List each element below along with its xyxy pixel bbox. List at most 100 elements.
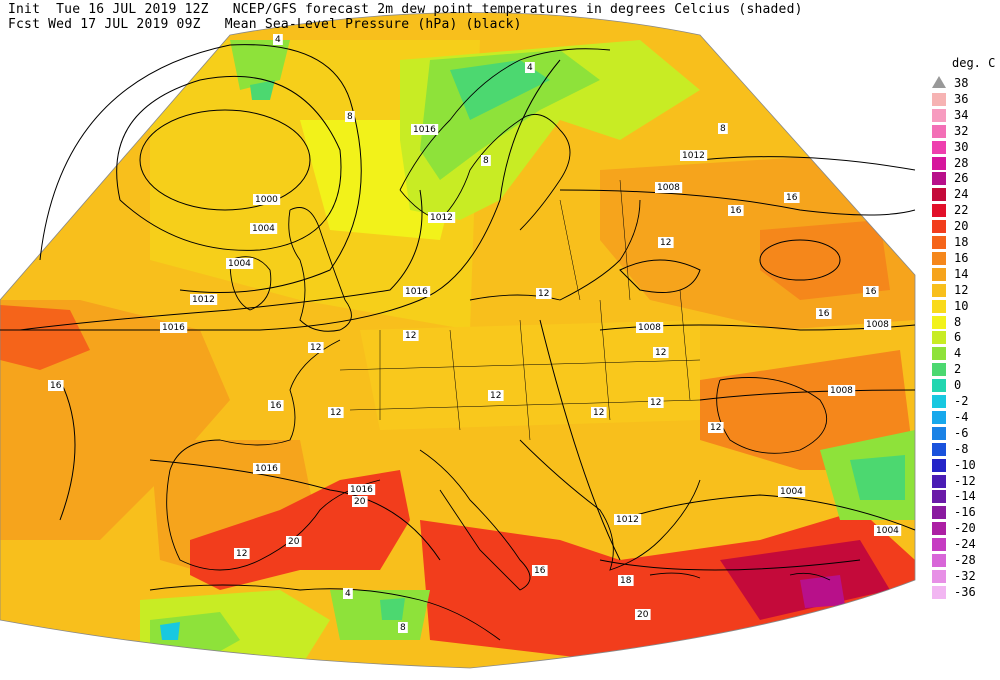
legend-label: 8 — [954, 314, 962, 329]
legend-row: 6 — [932, 330, 1000, 345]
dewpoint-label: 12 — [710, 423, 721, 433]
legend-swatch — [932, 538, 946, 552]
legend-label: -6 — [954, 425, 969, 440]
legend-row: -4 — [932, 410, 1000, 424]
dewpoint-label-bg — [273, 34, 283, 45]
dewpoint-label-bg — [618, 575, 634, 586]
isobar-label: 1000 — [255, 195, 278, 205]
dewpoint-label-bg — [728, 205, 744, 216]
color-legend: deg. C 38 36 34 32 30 28 26 24 22 20 18 16 14 12 10 8 6 4… — [924, 56, 1000, 616]
isobar-label: 1016 — [162, 323, 185, 333]
legend-swatch — [932, 220, 946, 234]
legend-swatch — [932, 426, 946, 440]
dewpoint-label-bg — [708, 422, 724, 433]
legend-label: -28 — [954, 553, 976, 567]
legend-row: -8 — [932, 442, 1000, 456]
dewpoint-label-bg — [635, 609, 651, 620]
borders — [339, 179, 701, 441]
legend-row: -6 — [932, 426, 1000, 440]
legend-row: 0 — [932, 378, 1000, 393]
legend-row: -2 — [932, 394, 1000, 408]
isobar-label: 1008 — [638, 323, 661, 333]
legend-swatch — [932, 585, 946, 599]
legend-swatch — [932, 506, 946, 520]
map-labels: 1016 1012 1008 1000 1004 1004 1012 1016 1016 1016… — [48, 34, 902, 633]
legend-label: 32 — [954, 123, 969, 138]
legend-swatch — [932, 490, 946, 504]
legend-swatch — [932, 204, 946, 218]
isobar-label-bg — [253, 194, 281, 205]
legend-swatch — [932, 569, 946, 583]
legend-swatch — [932, 267, 946, 281]
isobar-label: 1008 — [830, 386, 853, 396]
dewpoint-label: 4 — [275, 35, 281, 45]
legend-swatch — [932, 251, 946, 265]
dewpoint-label-bg — [653, 347, 669, 358]
legend-label: 0 — [954, 378, 962, 393]
legend-swatch — [932, 283, 946, 297]
isobar-label: 1016 — [405, 287, 428, 297]
isobar-label: 1012 — [616, 515, 639, 525]
legend-row: 8 — [932, 315, 1000, 329]
dewpoint-label: 8 — [720, 124, 726, 134]
legend-label: 10 — [954, 298, 969, 313]
isobar-label: 1004 — [780, 487, 803, 497]
legend-row: -28 — [932, 553, 1000, 567]
dewpoint-label-bg — [345, 111, 355, 122]
dewpoint-label-bg — [268, 400, 284, 411]
legend-row: -32 — [932, 569, 1000, 583]
isobar-1000 — [139, 109, 311, 211]
legend-label: 16 — [954, 250, 969, 265]
legend-swatch — [932, 92, 946, 106]
legend-row: 36 — [932, 92, 1000, 106]
dewpoint-label: 20 — [288, 537, 300, 547]
legend-swatch — [932, 315, 946, 329]
legend-row: 18 — [932, 235, 1000, 249]
dewpoint-label: 4 — [527, 63, 533, 73]
legend-row: 26 — [932, 171, 1000, 186]
coastlines — [149, 48, 831, 641]
legend-swatch — [932, 172, 946, 186]
isobar-label: 1008 — [657, 183, 680, 193]
isobar-label: 1004 — [876, 526, 899, 536]
legend-row: -10 — [932, 458, 1000, 472]
legend-label: -20 — [954, 521, 976, 536]
dewpoint-label-bg — [658, 237, 674, 248]
dewpoint-label-bg — [286, 536, 302, 547]
isobar-1016 — [0, 59, 561, 331]
dewpoint-label-bg — [536, 288, 552, 299]
legend-arrow-icon — [932, 76, 946, 88]
legend-swatch — [932, 554, 946, 567]
dewpoint-label: 12 — [330, 408, 341, 418]
legend-swatch — [932, 140, 946, 154]
isobar-label: 1012 — [430, 213, 453, 223]
dewpoint-label: 8 — [400, 623, 406, 633]
isobar-1004-low — [116, 75, 342, 251]
dewpoint-label: 20 — [637, 610, 649, 620]
isobar-label: 1004 — [252, 224, 275, 234]
isobar-label: 1016 — [350, 485, 373, 495]
dewpoint-label-bg — [816, 308, 832, 319]
isobar-label: 1016 — [413, 125, 436, 135]
legend-label: 14 — [954, 266, 969, 281]
dewpoint-label: 16 — [730, 206, 742, 216]
dewpoint-label-bg — [648, 397, 664, 408]
legend-swatch — [932, 156, 946, 170]
isobar-label-bg — [403, 286, 431, 297]
legend-row: -14 — [932, 489, 1000, 504]
title-line-2: Fcst Wed 17 JUL 2019 09Z Mean Sea-Level … — [8, 17, 522, 32]
legend-label: 2 — [954, 362, 962, 377]
dewpoint-label: 4 — [345, 589, 351, 599]
dewpoint-label: 12 — [593, 408, 604, 418]
legend-row: -24 — [932, 537, 1000, 552]
legend-unit: deg. C — [952, 56, 996, 70]
legend-label: -14 — [954, 489, 976, 504]
legend-label: -32 — [954, 568, 976, 583]
legend-swatch — [932, 442, 946, 456]
dewpoint-label: 16 — [818, 309, 830, 319]
dewpoint-label-bg — [525, 62, 535, 73]
dewpoint-label: 12 — [538, 289, 549, 299]
legend-row: 34 — [932, 108, 1000, 122]
